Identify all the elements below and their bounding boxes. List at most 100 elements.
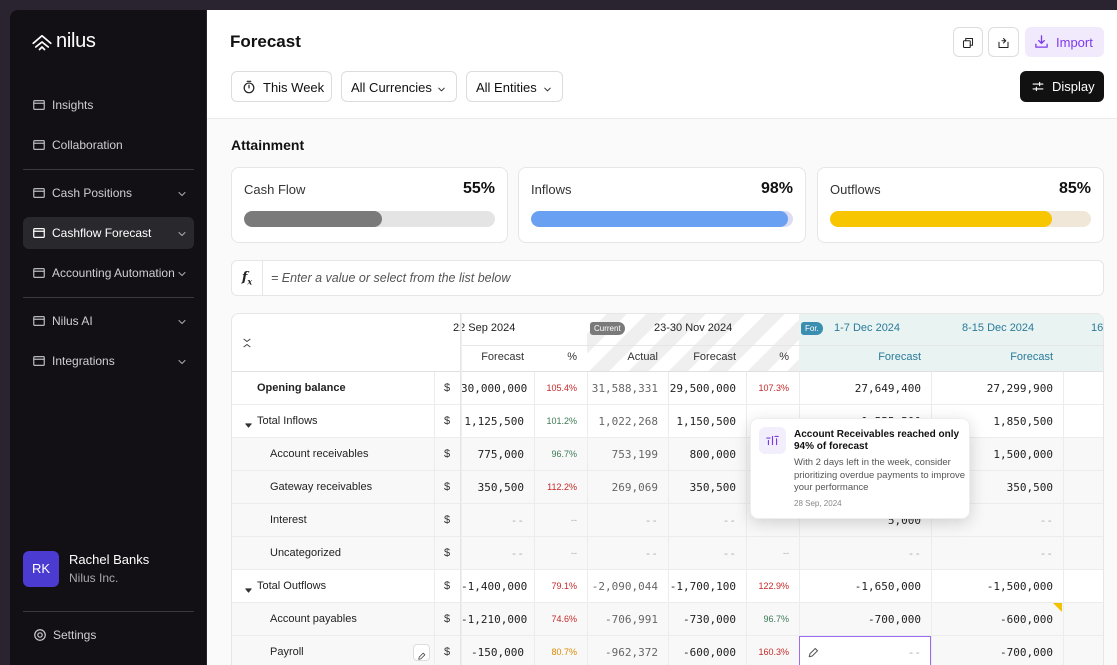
value-cell: 350,500 [1006,481,1053,494]
nav-chevron[interactable] [176,315,188,327]
display-button[interactable]: Display [1020,71,1104,102]
value-cell: 27,649,400 [854,382,921,395]
filter-button[interactable]: All Entities [466,71,563,102]
selected-cell[interactable] [799,636,931,665]
filter-label: This Week [263,80,325,95]
filter-button[interactable]: This Week [231,71,332,102]
column-header: Forecast [878,351,921,363]
currency: $ [444,580,451,592]
cell-sep [534,471,535,504]
row-label: Account receivables [270,448,369,460]
value-cell: 29,500,000 [669,382,736,395]
nav-item[interactable]: Nilus AI [52,314,93,328]
value-cell: -600,000 [1000,613,1053,626]
nav-chevron[interactable] [176,267,188,279]
value-cell: -- [510,547,524,560]
expand-caret[interactable] [244,417,253,428]
edit-button[interactable] [413,644,430,661]
cell-sep [746,471,747,504]
column-header: % [779,351,789,363]
column-header: Actual [627,351,658,363]
cell-sep [587,438,588,471]
cell-sep [931,537,932,570]
nav-item[interactable]: Integrations [52,354,115,368]
copy-button[interactable] [953,27,983,57]
user-company: Nilus Inc. [69,571,119,585]
currency-sep [434,405,435,438]
import-button[interactable]: Import [1025,27,1104,57]
divider [23,169,194,170]
cell-sep [534,405,535,438]
cell-sep [1063,570,1064,603]
cell-sep [587,471,588,504]
timer-icon [242,80,256,94]
currency: $ [444,481,451,493]
cell-sep [746,570,747,603]
cell-sep [668,636,669,665]
formula-input[interactable]: = Enter a value or select from the list … [271,271,511,285]
share-button[interactable] [988,27,1019,57]
percent-cell: 101.2% [546,416,577,426]
cell-sep [931,570,932,603]
collapse-icon[interactable] [241,336,253,348]
nav-item[interactable]: Accounting Automation [52,266,175,280]
cell-sep [1063,471,1064,504]
currency: $ [444,646,451,658]
value-cell: 1,022,268 [598,415,658,428]
cell-sep [746,603,747,636]
cell-sep [799,537,800,570]
filter-button[interactable]: All Currencies [341,71,457,102]
nav-item[interactable]: Insights [52,98,94,112]
expand-caret[interactable] [244,582,253,593]
cell-sep [799,603,800,636]
currency-sep [434,504,435,537]
cell-sep [668,537,669,570]
settings[interactable]: Settings [53,628,97,642]
display-icon [1031,80,1045,93]
cell-sep [668,570,669,603]
nav-chevron[interactable] [176,355,188,367]
attainment-card: Cash Flow 55% [231,167,508,243]
cell-sep [931,603,932,636]
cell-sep [534,504,535,537]
percent-cell: -- [571,515,577,525]
currency-sep [434,603,435,636]
progress-fill [531,211,788,227]
value-cell: -- [1039,547,1053,560]
nav-icon [32,314,46,328]
currency-sep [434,570,435,603]
avatar: RK [23,551,59,587]
row-label: Uncategorized [270,547,341,559]
cell-sep [587,372,588,405]
currency: $ [444,514,451,526]
settings-icon[interactable] [33,628,47,642]
value-cell: -- [644,547,658,560]
cell-sep [1063,372,1064,405]
frozen-shadow [460,314,462,665]
nav-chevron[interactable] [176,187,188,199]
filter-chevron [436,82,447,93]
value-cell: 800,000 [689,448,736,461]
tooltip-body: With 2 days left in the week, consider p… [794,457,966,493]
attainment-card: Inflows 98% [518,167,806,243]
nav-item[interactable]: Cash Positions [52,186,133,200]
divider [23,611,194,612]
percent-cell: 122.9% [758,581,789,591]
table-row: Uncategorized $ -- -- -- -- -- -- -- [232,537,1103,570]
cell-sep [746,438,747,471]
currency-sep [434,438,435,471]
value-cell: 31,588,331 [591,382,658,395]
cell-sep [587,537,588,570]
value-cell: -706,991 [605,613,658,626]
nav-item[interactable]: Collaboration [52,138,123,152]
nav-item[interactable]: Cashflow Forecast [52,226,152,240]
value-cell: 1,150,500 [676,415,736,428]
nav-chevron[interactable] [176,227,188,239]
progress-fill [244,211,383,227]
value-cell: 1,500,000 [993,448,1053,461]
cell-sep [668,471,669,504]
comment-flag[interactable] [1053,603,1062,612]
table-row: Interest $ -- -- -- -- 5,000 -- [232,504,1103,537]
cell-edit-icon[interactable] [807,646,819,658]
brand: nilus [56,30,96,52]
